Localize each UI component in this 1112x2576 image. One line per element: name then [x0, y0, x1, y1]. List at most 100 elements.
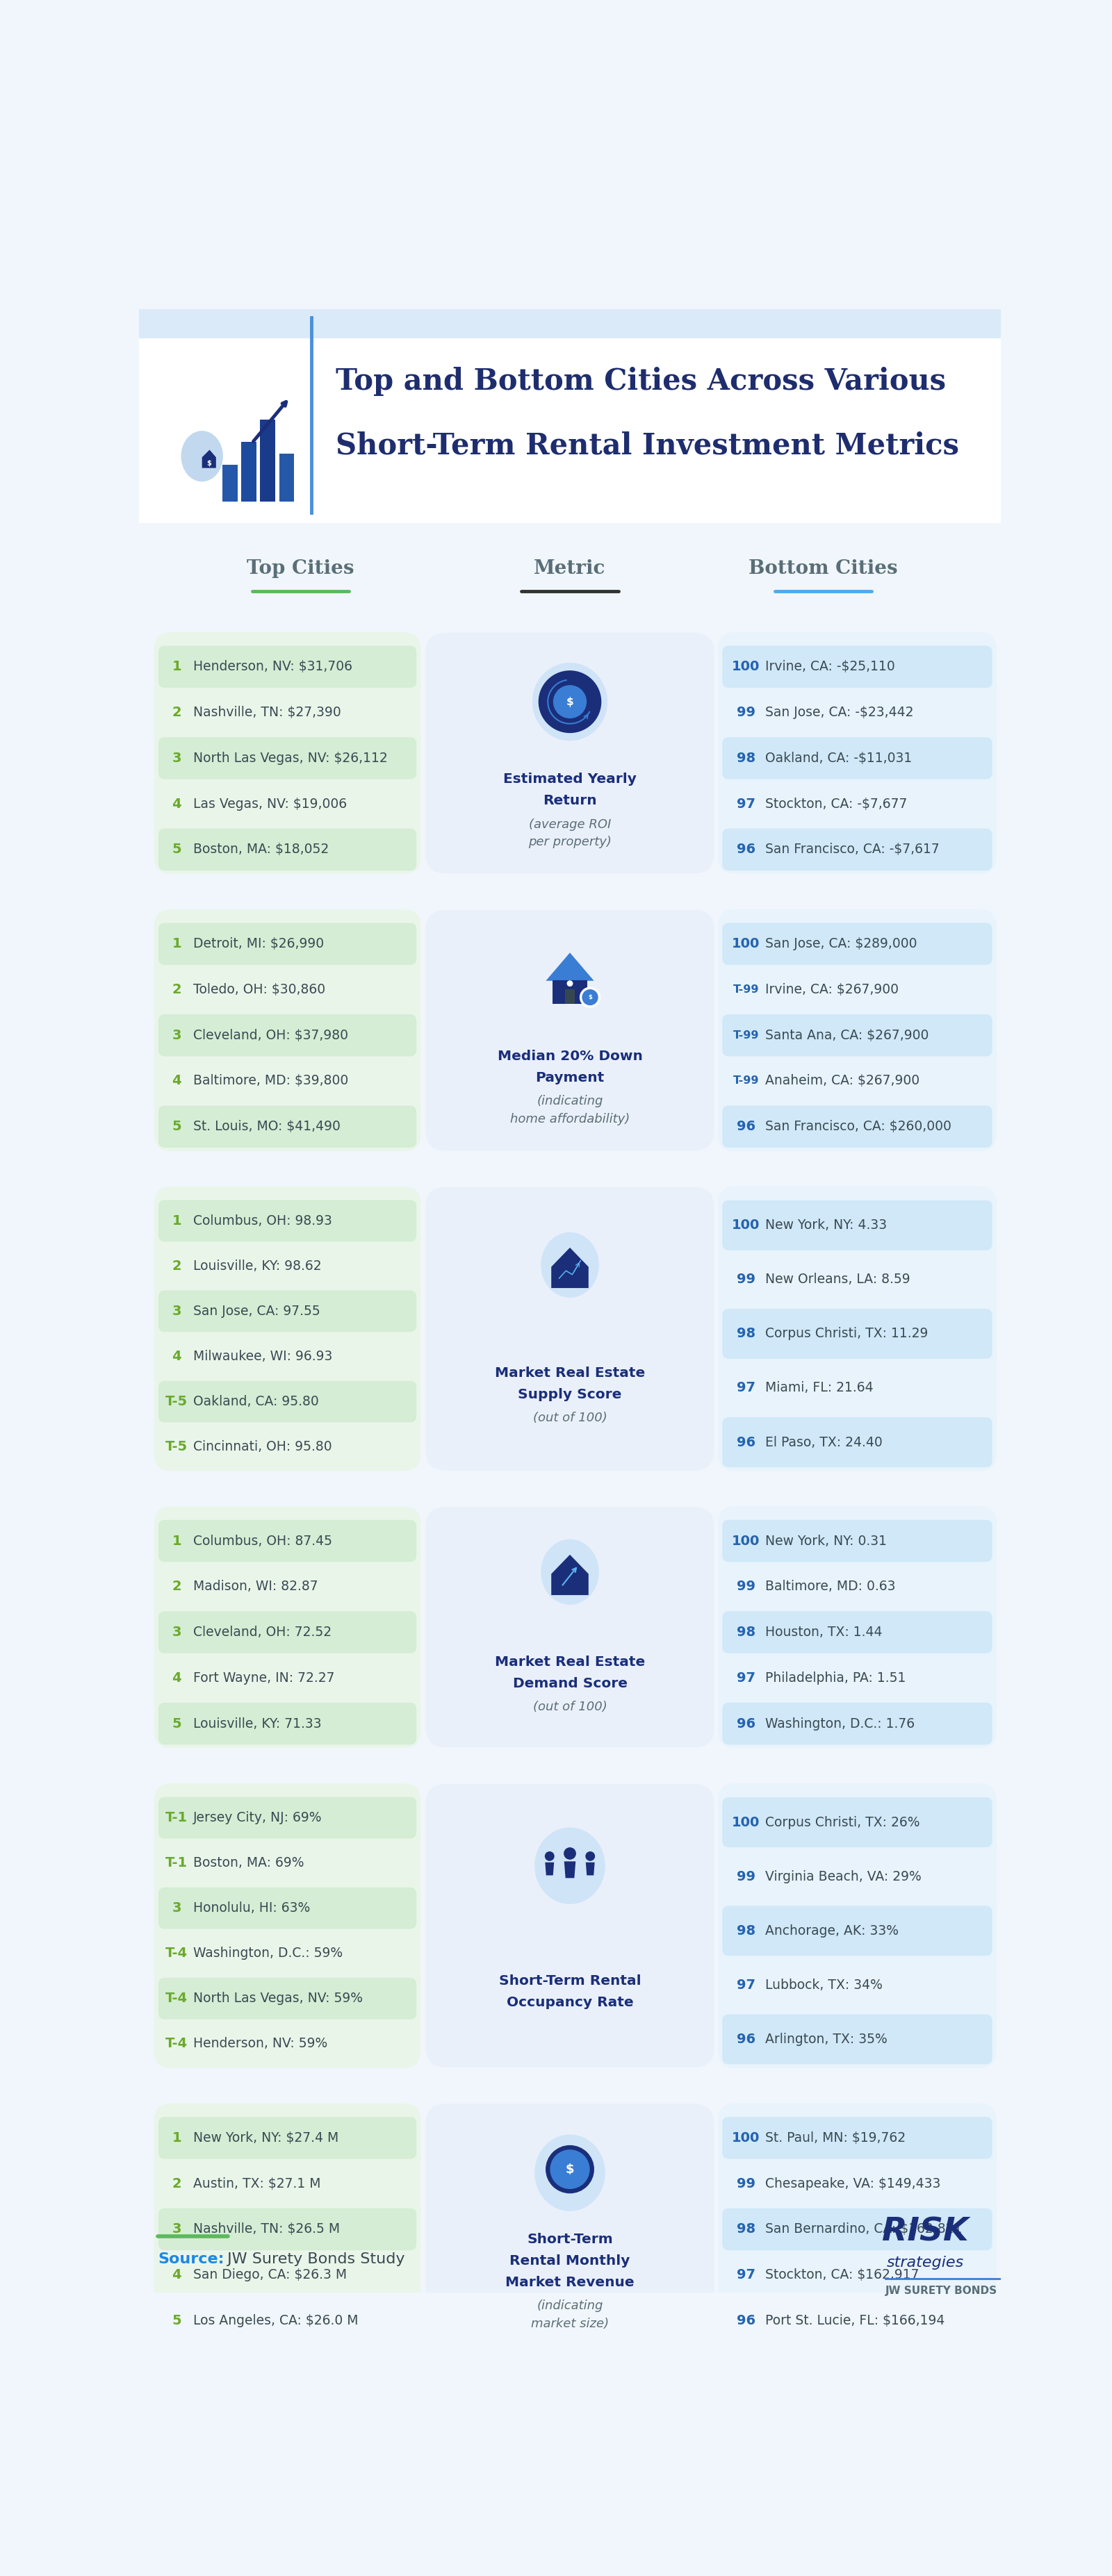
FancyBboxPatch shape: [723, 647, 992, 688]
Text: Louisville, KY: 98.62: Louisville, KY: 98.62: [192, 1260, 321, 1273]
Text: 2: 2: [172, 2177, 181, 2190]
Text: 99: 99: [736, 2177, 755, 2190]
Text: 5: 5: [172, 842, 181, 855]
Text: 100: 100: [732, 1218, 761, 1231]
Bar: [565, 989, 575, 1005]
Text: San Diego, CA: $26.3 M: San Diego, CA: $26.3 M: [192, 2269, 347, 2282]
Polygon shape: [552, 1247, 588, 1288]
Text: Henderson, NV: 59%: Henderson, NV: 59%: [192, 2038, 327, 2050]
Text: T-4: T-4: [166, 1991, 188, 2004]
FancyBboxPatch shape: [426, 1188, 714, 1471]
Polygon shape: [564, 1862, 576, 1878]
FancyBboxPatch shape: [158, 647, 416, 688]
Text: 5: 5: [172, 1121, 181, 1133]
FancyBboxPatch shape: [718, 1507, 996, 1749]
FancyBboxPatch shape: [723, 1656, 992, 1700]
Text: 3: 3: [172, 1901, 181, 1914]
Text: Virginia Beach, VA: 29%: Virginia Beach, VA: 29%: [765, 1870, 922, 1883]
FancyBboxPatch shape: [723, 1566, 992, 1607]
FancyBboxPatch shape: [723, 1417, 992, 1468]
FancyBboxPatch shape: [158, 1291, 416, 1332]
Text: 99: 99: [736, 706, 755, 719]
FancyBboxPatch shape: [718, 2102, 996, 2344]
FancyBboxPatch shape: [723, 1703, 992, 1744]
Text: 96: 96: [736, 842, 755, 855]
Bar: [222, 466, 238, 502]
Text: 3: 3: [172, 1303, 181, 1319]
Text: Austin, TX: $27.1 M: Austin, TX: $27.1 M: [192, 2177, 320, 2190]
Text: T-5: T-5: [166, 1396, 188, 1409]
Text: Santa Ana, CA: $267,900: Santa Ana, CA: $267,900: [765, 1028, 929, 1041]
Circle shape: [567, 981, 573, 987]
Text: Chesapeake, VA: $149,433: Chesapeake, VA: $149,433: [765, 2177, 941, 2190]
FancyBboxPatch shape: [426, 1507, 714, 1747]
Text: 1: 1: [172, 659, 181, 672]
FancyBboxPatch shape: [155, 631, 420, 873]
Text: Oakland, CA: -$11,031: Oakland, CA: -$11,031: [765, 752, 912, 765]
Text: T-99: T-99: [733, 1077, 759, 1087]
Circle shape: [550, 2148, 589, 2190]
Text: Source:: Source:: [158, 2251, 225, 2267]
FancyBboxPatch shape: [158, 1059, 416, 1103]
Text: Rental Monthly: Rental Monthly: [509, 2254, 631, 2267]
Text: Irvine, CA: -$25,110: Irvine, CA: -$25,110: [765, 659, 895, 672]
FancyBboxPatch shape: [723, 1015, 992, 1056]
Circle shape: [545, 1852, 555, 1860]
Text: 96: 96: [736, 1718, 755, 1731]
Text: RISK: RISK: [882, 2215, 969, 2249]
Text: Columbus, OH: 98.93: Columbus, OH: 98.93: [192, 1213, 331, 1226]
Text: Henderson, NV: $31,706: Henderson, NV: $31,706: [192, 659, 353, 672]
Text: (indicating: (indicating: [537, 1095, 603, 1108]
FancyBboxPatch shape: [723, 690, 992, 734]
Text: Short-Term: Short-Term: [527, 2233, 613, 2246]
FancyBboxPatch shape: [155, 1188, 420, 1471]
FancyBboxPatch shape: [158, 1703, 416, 1744]
FancyBboxPatch shape: [158, 1427, 416, 1468]
Text: North Las Vegas, NV: $26,112: North Las Vegas, NV: $26,112: [192, 752, 387, 765]
FancyBboxPatch shape: [723, 1309, 992, 1358]
Text: home affordability): home affordability): [510, 1113, 629, 1126]
FancyBboxPatch shape: [426, 634, 714, 873]
Text: T-4: T-4: [166, 1947, 188, 1960]
Text: 100: 100: [732, 659, 761, 672]
Text: 98: 98: [736, 1924, 755, 1937]
FancyBboxPatch shape: [158, 1888, 416, 1929]
Text: Market Real Estate: Market Real Estate: [495, 1365, 645, 1381]
FancyBboxPatch shape: [723, 922, 992, 966]
Text: Occupancy Rate: Occupancy Rate: [506, 1996, 634, 2009]
Text: 1: 1: [172, 2130, 181, 2143]
FancyBboxPatch shape: [723, 1059, 992, 1103]
FancyBboxPatch shape: [158, 969, 416, 1010]
FancyBboxPatch shape: [155, 1783, 420, 2069]
Polygon shape: [586, 1862, 595, 1875]
Text: Estimated Yearly: Estimated Yearly: [504, 773, 636, 786]
Text: Market Revenue: Market Revenue: [505, 2275, 635, 2290]
FancyBboxPatch shape: [718, 631, 996, 873]
FancyBboxPatch shape: [158, 1842, 416, 1883]
FancyBboxPatch shape: [158, 1381, 416, 1422]
Text: St. Paul, MN: $19,762: St. Paul, MN: $19,762: [765, 2130, 906, 2143]
Text: Anaheim, CA: $267,900: Anaheim, CA: $267,900: [765, 1074, 920, 1087]
FancyBboxPatch shape: [723, 737, 992, 778]
Text: Toledo, OH: $30,860: Toledo, OH: $30,860: [192, 984, 325, 997]
FancyBboxPatch shape: [158, 737, 416, 778]
FancyBboxPatch shape: [158, 2300, 416, 2342]
Ellipse shape: [535, 1826, 605, 1904]
FancyBboxPatch shape: [718, 1783, 996, 2069]
Text: Short-Term Rental: Short-Term Rental: [499, 1973, 641, 1989]
Text: $: $: [588, 994, 592, 999]
Text: San Bernardino, CA: $162,821: San Bernardino, CA: $162,821: [765, 2223, 962, 2236]
Text: 1: 1: [172, 1535, 181, 1548]
Text: 5: 5: [172, 1718, 181, 1731]
Ellipse shape: [540, 1540, 599, 1605]
Text: 99: 99: [736, 1273, 755, 1285]
Text: $: $: [566, 2164, 574, 2177]
FancyBboxPatch shape: [723, 2164, 992, 2205]
Ellipse shape: [533, 662, 607, 742]
FancyBboxPatch shape: [723, 2208, 992, 2251]
Text: per property): per property): [528, 835, 612, 848]
Text: market size): market size): [530, 2318, 609, 2329]
Text: 5: 5: [172, 2313, 181, 2326]
Text: T-1: T-1: [166, 1811, 188, 1824]
FancyBboxPatch shape: [158, 1520, 416, 1561]
